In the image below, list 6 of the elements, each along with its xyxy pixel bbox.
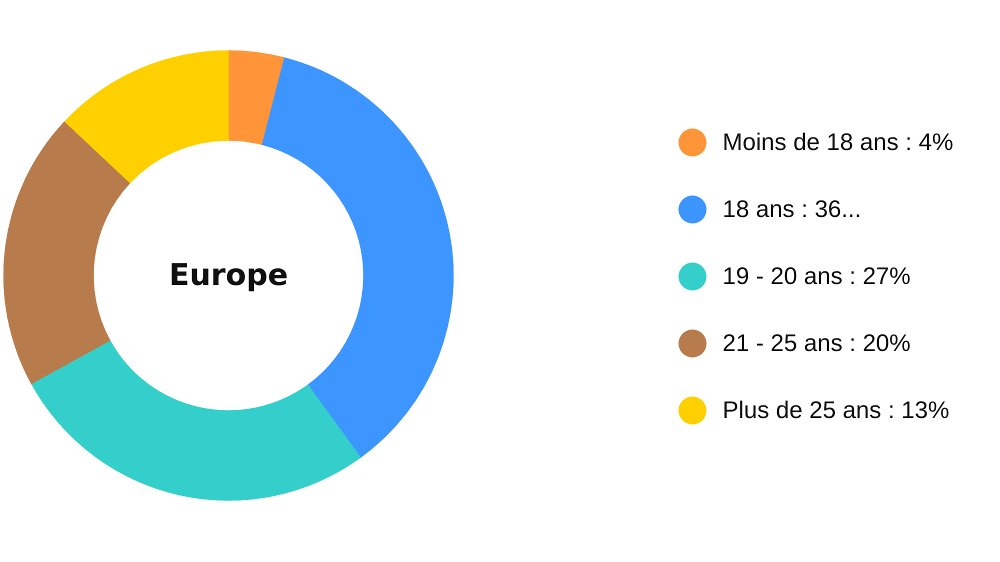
legend-label: 19 - 20 ans : 27% — [722, 263, 911, 290]
legend-label: Moins de 18 ans : 4% — [722, 129, 954, 156]
legend-label: 21 - 25 ans : 20% — [722, 330, 911, 357]
legend-label: Plus de 25 ans : 13% — [722, 397, 950, 424]
text: Europe — [168, 258, 288, 293]
legend-label: 18 ans : 36... — [722, 196, 862, 223]
